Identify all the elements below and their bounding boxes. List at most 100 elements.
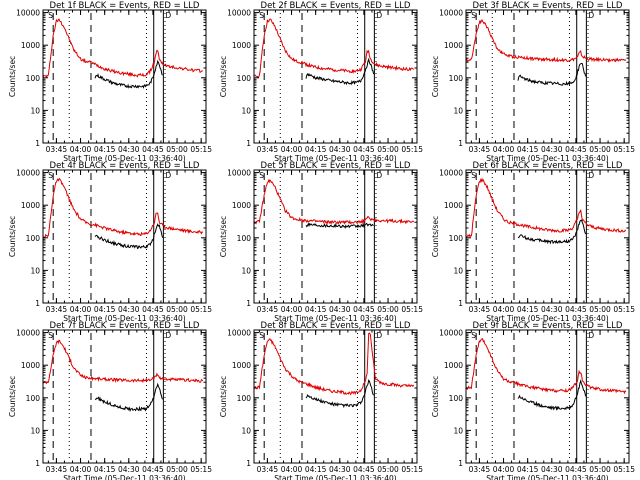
y-tick-label: 1 xyxy=(35,139,40,148)
x-tick-label: 05:15 xyxy=(613,305,635,314)
region-marker-s: S xyxy=(471,11,476,20)
y-tick-label: 100 xyxy=(26,394,41,403)
x-tick-label: 05:00 xyxy=(166,465,188,474)
y-tick-label: 10000 xyxy=(16,169,40,178)
y-tick-label: 100 xyxy=(237,234,252,243)
y-tick-label: 10000 xyxy=(439,329,463,338)
x-axis-label: Start Time (05-Dec-11 03:36:40) xyxy=(274,154,396,163)
y-tick-label: 100 xyxy=(26,234,41,243)
region-marker-d: D xyxy=(165,331,171,340)
y-tick-label: 100 xyxy=(237,394,252,403)
x-tick-label: 03:45 xyxy=(469,465,491,474)
x-tick-label: 05:00 xyxy=(377,465,399,474)
x-tick-label: 04:15 xyxy=(305,305,327,314)
y-tick-label: 10 xyxy=(241,266,251,275)
y-axis-label: Counts/sec xyxy=(8,56,17,97)
x-tick-label: 04:45 xyxy=(565,465,587,474)
region-marker-d: D xyxy=(376,11,382,20)
x-tick-label: 04:00 xyxy=(70,305,92,314)
y-tick-label: 10 xyxy=(241,106,251,115)
y-tick-label: 10000 xyxy=(16,9,40,18)
y-axis-label: Counts/sec xyxy=(431,56,440,97)
plot-frame xyxy=(253,169,418,304)
x-axis-label: Start Time (05-Dec-11 03:36:40) xyxy=(486,474,608,480)
x-tick-label: 05:15 xyxy=(190,145,212,154)
plot-frame xyxy=(465,329,630,464)
y-tick-label: 1 xyxy=(458,459,463,468)
x-tick-label: 05:00 xyxy=(377,305,399,314)
panel-title: Det 1f BLACK = Events, RED = LLD xyxy=(50,1,200,11)
series-events xyxy=(517,219,587,245)
panel-title: Det 6f BLACK = Events, RED = LLD xyxy=(473,161,623,171)
y-axis-label: Counts/sec xyxy=(8,376,17,417)
x-tick-label: 05:00 xyxy=(589,145,611,154)
x-tick-label: 04:00 xyxy=(70,145,92,154)
panel-title: Det 9f BLACK = Events, RED = LLD xyxy=(473,321,623,331)
y-tick-label: 1000 xyxy=(444,201,463,210)
x-tick-label: 04:00 xyxy=(493,465,515,474)
y-axis-label: Counts/sec xyxy=(431,216,440,257)
y-tick-label: 10000 xyxy=(439,9,463,18)
panel-title: Det 2f BLACK = Events, RED = LLD xyxy=(261,1,411,11)
y-tick-label: 10 xyxy=(30,266,40,275)
series-events xyxy=(517,379,587,411)
region-marker-d: D xyxy=(588,331,594,340)
region-marker-s: S xyxy=(48,331,53,340)
panel-title: Det 7f BLACK = Events, RED = LLD xyxy=(50,321,200,331)
region-marker-s: S xyxy=(48,11,53,20)
y-tick-label: 10 xyxy=(30,426,40,435)
x-tick-label: 04:15 xyxy=(305,465,327,474)
region-marker-s: S xyxy=(471,331,476,340)
x-tick-label: 04:30 xyxy=(329,305,351,314)
panel-title: Det 3f BLACK = Events, RED = LLD xyxy=(473,1,623,11)
plot-frame xyxy=(42,169,207,304)
y-axis-label: Counts/sec xyxy=(431,376,440,417)
x-tick-label: 05:15 xyxy=(613,145,635,154)
x-tick-label: 04:15 xyxy=(94,145,116,154)
x-tick-label: 05:15 xyxy=(401,145,423,154)
x-tick-label: 04:45 xyxy=(353,465,375,474)
x-tick-label: 04:15 xyxy=(94,465,116,474)
y-tick-label: 1000 xyxy=(444,41,463,50)
x-tick-label: 03:45 xyxy=(257,145,279,154)
x-axis-label: Start Time (05-Dec-11 03:36:40) xyxy=(274,474,396,480)
y-tick-label: 10000 xyxy=(439,169,463,178)
region-marker-d: D xyxy=(165,171,171,180)
x-axis-label: Start Time (05-Dec-11 03:36:40) xyxy=(63,474,185,480)
x-tick-label: 04:00 xyxy=(70,465,92,474)
y-tick-label: 1000 xyxy=(232,41,251,50)
plot-frame xyxy=(465,169,630,304)
x-tick-label: 03:45 xyxy=(46,305,68,314)
y-axis-label: Counts/sec xyxy=(8,216,17,257)
x-tick-label: 04:00 xyxy=(281,305,303,314)
x-tick-label: 04:45 xyxy=(142,305,164,314)
plot-frame xyxy=(42,329,207,464)
x-tick-label: 05:00 xyxy=(377,145,399,154)
x-tick-label: 04:15 xyxy=(94,305,116,314)
x-tick-label: 04:00 xyxy=(281,145,303,154)
series-lld xyxy=(466,18,627,63)
y-axis-label: Counts/sec xyxy=(219,216,228,257)
series-lld xyxy=(254,18,415,79)
y-tick-label: 1 xyxy=(35,299,40,308)
x-tick-label: 05:00 xyxy=(166,145,188,154)
y-tick-label: 10000 xyxy=(227,169,251,178)
y-tick-label: 100 xyxy=(449,74,464,83)
x-tick-label: 04:45 xyxy=(142,145,164,154)
panel-title: Det 8f BLACK = Events, RED = LLD xyxy=(261,321,411,331)
x-tick-label: 04:15 xyxy=(517,305,539,314)
x-tick-label: 04:45 xyxy=(565,305,587,314)
y-tick-label: 10 xyxy=(453,426,463,435)
y-tick-label: 1 xyxy=(246,139,251,148)
x-tick-label: 03:45 xyxy=(469,305,491,314)
x-tick-label: 05:00 xyxy=(589,305,611,314)
y-tick-label: 100 xyxy=(26,74,41,83)
series-lld xyxy=(254,332,415,396)
x-tick-label: 04:30 xyxy=(118,465,140,474)
x-tick-label: 03:45 xyxy=(46,145,68,154)
y-tick-label: 1 xyxy=(458,139,463,148)
